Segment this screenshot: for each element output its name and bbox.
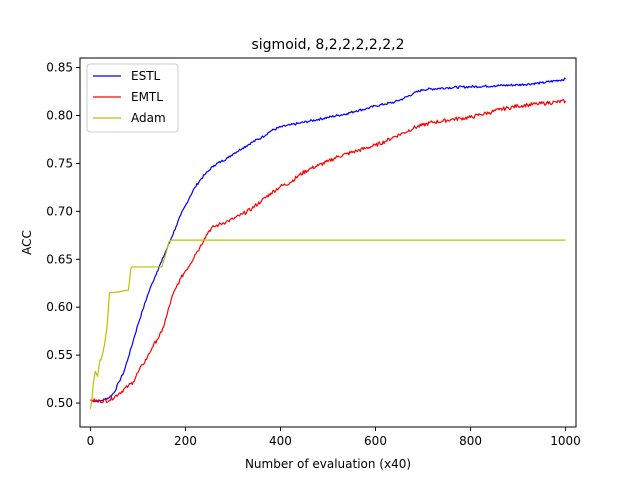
x-tick-label: 1000 bbox=[550, 434, 581, 448]
y-tick-label: 0.85 bbox=[46, 61, 73, 75]
y-tick-label: 0.55 bbox=[46, 348, 73, 362]
y-tick-label: 0.80 bbox=[46, 109, 73, 123]
chart-title: sigmoid, 8,2,2,2,2,2,2 bbox=[251, 37, 404, 53]
series-line-adam bbox=[89, 239, 566, 409]
y-tick-label: 0.50 bbox=[46, 396, 73, 410]
x-tick-label: 200 bbox=[174, 434, 197, 448]
legend: ESTL EMTL Adam bbox=[86, 63, 179, 133]
y-axis-ticks: 0.50 0.55 0.60 0.65 0.70 0.75 0.80 0.85 bbox=[46, 61, 80, 410]
legend-box bbox=[86, 63, 179, 133]
y-tick-label: 0.60 bbox=[46, 300, 73, 314]
legend-label-emtl: EMTL bbox=[131, 90, 163, 104]
legend-label-adam: Adam bbox=[131, 111, 166, 125]
x-tick-label: 600 bbox=[364, 434, 387, 448]
x-tick-label: 800 bbox=[459, 434, 482, 448]
x-axis-ticks: 0 200 400 600 800 1000 bbox=[87, 427, 581, 448]
legend-label-estl: ESTL bbox=[131, 69, 161, 83]
series-line-emtl bbox=[90, 98, 567, 404]
plot-frame bbox=[79, 57, 577, 428]
x-axis-label: Number of evaluation (x40) bbox=[245, 457, 411, 471]
series-layer bbox=[89, 77, 567, 409]
y-tick-label: 0.65 bbox=[46, 252, 73, 266]
y-tick-label: 0.75 bbox=[46, 156, 73, 170]
x-tick-label: 0 bbox=[87, 434, 95, 448]
y-axis-label: ACC bbox=[20, 230, 34, 255]
y-tick-label: 0.70 bbox=[46, 204, 73, 218]
x-tick-label: 400 bbox=[269, 434, 292, 448]
